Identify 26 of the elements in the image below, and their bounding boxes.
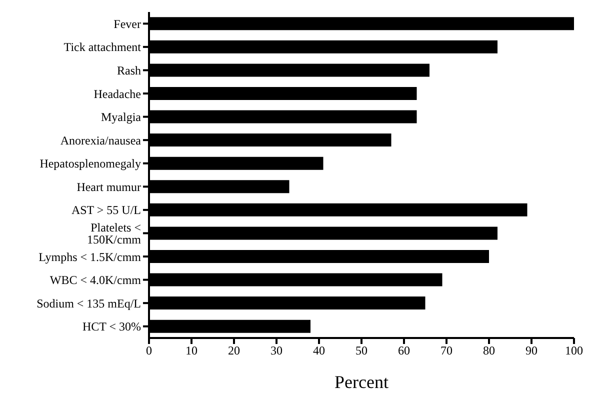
y-tick-label: Anorexia/nausea [60, 133, 142, 148]
y-tick-label: Rash [117, 63, 141, 78]
x-tick-label: 30 [270, 344, 282, 358]
x-tick-label: 80 [483, 344, 495, 358]
x-tick-label: 0 [146, 344, 152, 358]
y-tick-label: Hepatosplenomegaly [40, 156, 141, 171]
y-tick-label: Fever [114, 16, 141, 31]
x-tick-label: 40 [313, 344, 325, 358]
x-tick-label: 60 [398, 344, 410, 358]
x-tick-label: 100 [565, 344, 583, 358]
x-tick-label: 10 [186, 344, 198, 358]
y-tick-label: Sodium < 135 mEq/L [36, 296, 141, 310]
y-tick-label: Headache [94, 86, 141, 101]
x-tick-label: 70 [440, 344, 452, 358]
x-tick-label: 90 [526, 344, 538, 358]
y-tick-label: Tick attachment [64, 40, 142, 54]
y-tick-label: Lymphs < 1.5K/cmm [38, 250, 142, 264]
x-axis-title: Percent [334, 372, 388, 392]
y-tick-label: Heart mumur [76, 180, 142, 194]
y-tick-label: Myalgia [101, 110, 142, 124]
y-tick-label: Platelets < 150K/cmm [87, 220, 142, 246]
x-tick-label: 50 [356, 344, 368, 358]
y-tick-label: WBC < 4.0K/cmm [50, 273, 142, 288]
x-tick-label: 20 [228, 344, 240, 358]
y-tick-label: HCT < 30% [82, 320, 142, 334]
y-tick-label: AST > 55 U/L [71, 203, 141, 218]
